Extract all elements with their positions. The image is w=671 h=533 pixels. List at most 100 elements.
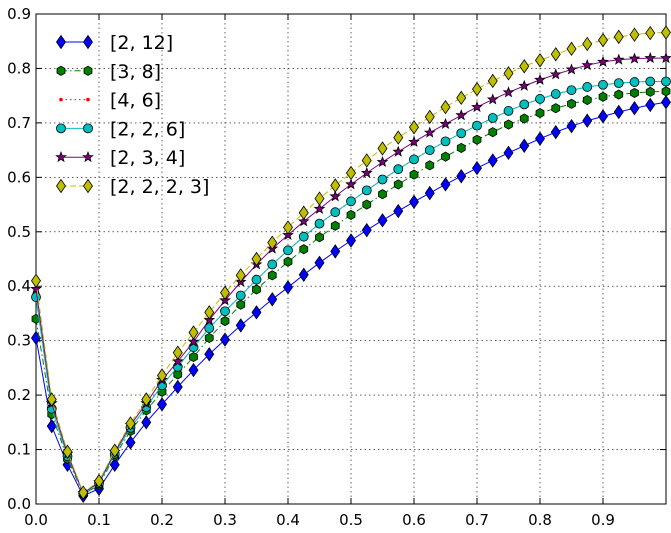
x-tick-label: 0.4	[276, 511, 300, 529]
data-point	[298, 205, 309, 220]
data-point	[565, 63, 578, 75]
x-tick-label: 0.1	[87, 511, 111, 529]
data-point	[456, 90, 467, 106]
data-point	[345, 178, 357, 190]
data-point	[361, 222, 372, 238]
data-point	[204, 305, 215, 320]
data-point	[31, 292, 41, 303]
y-tick-label: 0.5	[7, 223, 31, 241]
y-tick-label: 0.9	[7, 5, 31, 23]
legend-marker	[83, 65, 93, 76]
data-point	[629, 27, 640, 42]
x-tick-label: 0.3	[213, 511, 237, 529]
data-point	[535, 53, 545, 68]
data-point	[661, 94, 671, 110]
data-point	[661, 76, 671, 87]
data-point	[504, 119, 513, 130]
data-point	[125, 435, 136, 450]
data-point	[486, 93, 499, 105]
data-point	[204, 323, 215, 334]
data-point	[487, 113, 498, 123]
legend-marker	[82, 151, 94, 163]
data-point	[125, 416, 136, 431]
legend-label: [2, 2, 2, 3]	[110, 176, 209, 198]
data-point	[235, 318, 246, 333]
data-point	[629, 100, 640, 116]
legend-entry: [2, 2, 6]	[56, 118, 185, 140]
data-point	[471, 100, 483, 113]
data-point	[423, 126, 436, 138]
data-point	[377, 141, 388, 156]
data-point	[645, 25, 656, 41]
data-point	[78, 485, 89, 500]
data-point	[518, 79, 531, 91]
data-point	[299, 244, 309, 255]
data-point	[409, 169, 419, 180]
data-point	[329, 190, 342, 202]
data-point	[424, 185, 435, 201]
data-point	[283, 220, 293, 235]
data-point	[283, 280, 293, 295]
legend-entry: [4, 6]	[59, 90, 161, 112]
data-point	[283, 245, 293, 256]
data-point	[440, 99, 451, 115]
x-tick-label: 0.7	[465, 511, 489, 529]
data-point	[361, 185, 372, 196]
data-point	[267, 270, 277, 281]
data-point	[220, 285, 230, 300]
data-point	[298, 267, 309, 282]
data-point	[141, 392, 152, 407]
data-point	[566, 85, 577, 96]
data-point	[550, 124, 561, 140]
data-point	[597, 55, 609, 67]
data-point	[315, 232, 324, 243]
data-point	[220, 316, 230, 327]
data-point	[392, 145, 405, 157]
data-point	[535, 108, 545, 119]
legend-marker	[56, 123, 66, 134]
data-point	[172, 379, 183, 395]
series-6	[31, 25, 671, 500]
data-point	[283, 256, 293, 267]
data-point	[330, 244, 341, 259]
legend-entry: [2, 12]	[56, 32, 173, 54]
data-point	[377, 213, 388, 228]
data-point	[645, 76, 656, 87]
data-point	[297, 215, 310, 227]
data-point	[220, 306, 230, 317]
data-point	[441, 151, 450, 162]
data-point	[94, 473, 104, 489]
data-point	[204, 332, 214, 344]
data-point	[361, 153, 372, 168]
y-tick-label: 0.4	[7, 277, 31, 295]
series-1	[31, 94, 671, 504]
data-point	[455, 109, 468, 121]
legend-label: [2, 2, 6]	[110, 118, 185, 140]
data-point	[612, 53, 625, 65]
legend-entry: [2, 2, 2, 3]	[56, 176, 209, 198]
data-point	[235, 290, 246, 301]
data-point	[30, 282, 42, 294]
x-tick-label: 0.5	[339, 511, 363, 529]
x-tick-label: 0.8	[528, 511, 552, 529]
data-point	[220, 332, 230, 347]
y-tick-label: 0.8	[7, 59, 31, 77]
legend-marker	[59, 97, 63, 102]
data-point	[440, 177, 451, 192]
x-tick-labels: 0.0 0.1 0.2 0.3 0.4 0.5 0.6 0.7 0.8 0.9	[24, 511, 615, 529]
data-point	[346, 165, 356, 181]
data-point	[251, 251, 262, 267]
y-tick-label: 0.7	[7, 114, 31, 132]
data-point	[519, 113, 529, 124]
x-tick-label: 0.6	[402, 511, 426, 529]
data-point	[582, 82, 593, 92]
data-point	[613, 29, 624, 45]
data-point	[487, 73, 498, 89]
data-point	[362, 199, 372, 210]
data-point	[645, 86, 655, 97]
data-point	[472, 120, 482, 131]
data-point	[628, 52, 641, 64]
data-point	[645, 97, 656, 113]
data-point	[503, 145, 514, 161]
